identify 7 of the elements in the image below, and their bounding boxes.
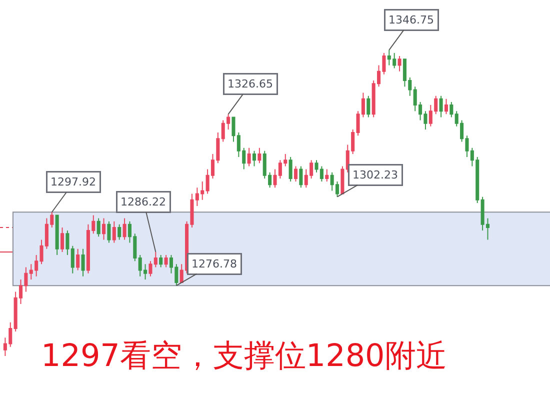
annotation: 1326.65	[228, 78, 273, 90]
text: 1346.75	[388, 14, 434, 26]
annotation: 1286.22	[120, 196, 166, 208]
annotation: 1297看空，支撑位1280附近	[41, 338, 447, 374]
annotation: 1276.78	[192, 258, 237, 270]
annotation: 1297.92	[50, 176, 96, 188]
annotation: 1302.23	[352, 168, 398, 182]
